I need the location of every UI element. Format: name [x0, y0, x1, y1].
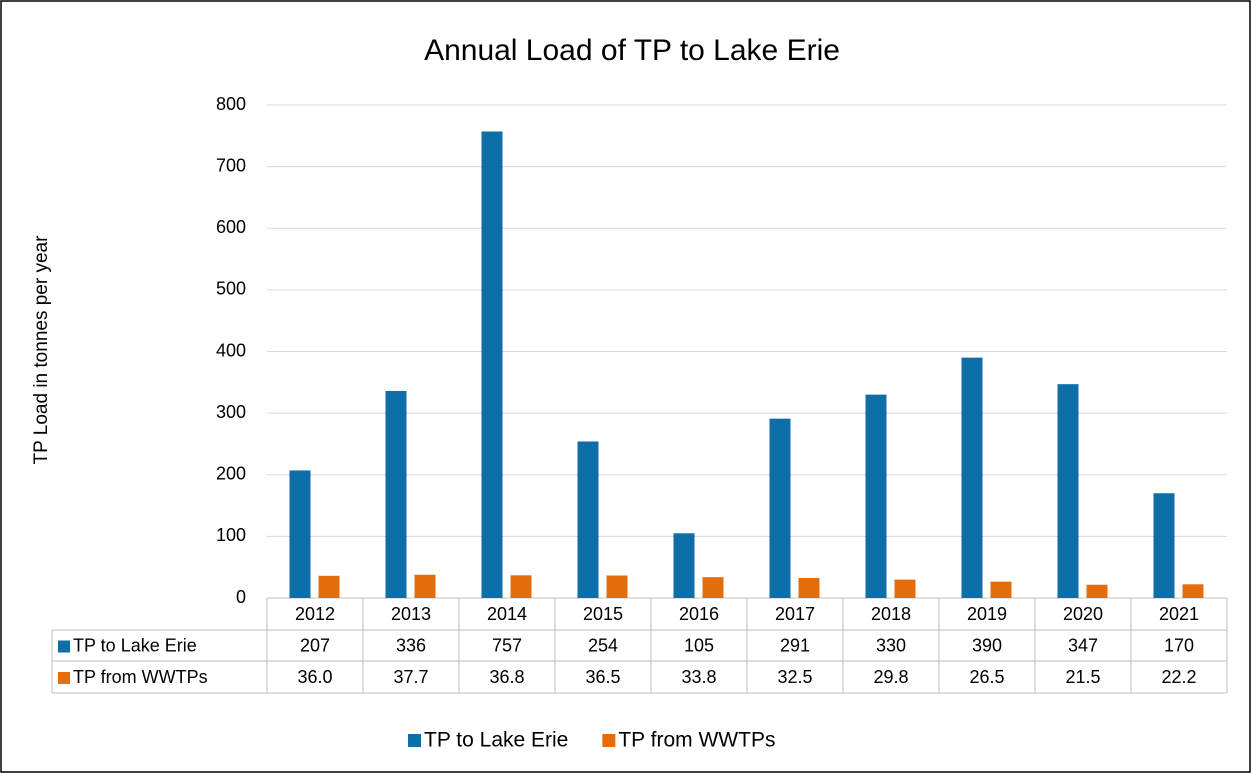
data-label: 22.2 [1161, 667, 1196, 687]
data-label: 390 [972, 635, 1002, 655]
bar [961, 357, 983, 598]
x-tick-label: 2020 [1063, 604, 1103, 624]
data-label: 37.7 [393, 667, 428, 687]
bar [510, 575, 532, 598]
bar [385, 390, 407, 598]
x-tick-label: 2017 [775, 604, 815, 624]
chart-title: Annual Load of TP to Lake Erie [424, 34, 840, 67]
y-tick-label: 0 [236, 587, 246, 607]
x-tick-label: 2015 [583, 604, 623, 624]
bar [894, 579, 916, 598]
bar [1086, 584, 1108, 598]
bar [1182, 584, 1204, 598]
data-label: 105 [684, 635, 714, 655]
data-label: 336 [396, 635, 426, 655]
data-label: 36.0 [297, 667, 332, 687]
bar [1153, 493, 1175, 598]
bar [577, 441, 599, 598]
x-tick-label: 2013 [391, 604, 431, 624]
bar [798, 577, 820, 598]
data-label: 207 [300, 635, 330, 655]
legend-label: TP to Lake Erie [424, 729, 568, 752]
bar [769, 418, 791, 598]
y-tick-label: 500 [216, 279, 246, 299]
data-label: 21.5 [1065, 667, 1100, 687]
bar [990, 581, 1012, 598]
x-tick-label: 2016 [679, 604, 719, 624]
data-label: 291 [780, 635, 810, 655]
data-label: 330 [876, 635, 906, 655]
legend-key [408, 734, 421, 747]
x-tick-label: 2014 [487, 604, 527, 624]
bar [865, 394, 887, 598]
data-label: 347 [1068, 635, 1098, 655]
data-label: 26.5 [969, 667, 1004, 687]
x-tick-label: 2012 [295, 604, 335, 624]
y-tick-label: 700 [216, 155, 246, 175]
bar [673, 533, 695, 598]
bar [481, 131, 503, 598]
y-tick-label: 800 [216, 94, 246, 114]
y-tick-label: 600 [216, 217, 246, 237]
data-label: 36.8 [489, 667, 524, 687]
data-label: 757 [492, 635, 522, 655]
data-label: 33.8 [681, 667, 716, 687]
table-row-header: TP from WWTPs [73, 667, 208, 687]
x-tick-label: 2019 [967, 604, 1007, 624]
data-label: 32.5 [777, 667, 812, 687]
x-tick-label: 2018 [871, 604, 911, 624]
table-legend-key [58, 640, 70, 653]
data-label: 254 [588, 635, 618, 655]
bar [414, 574, 436, 598]
table-row-header: TP to Lake Erie [73, 635, 197, 655]
data-label: 29.8 [873, 667, 908, 687]
y-axis-label: TP Load in tonnes per year [31, 235, 52, 465]
legend-label: TP from WWTPs [618, 729, 775, 752]
bar [702, 577, 724, 598]
y-tick-label: 300 [216, 402, 246, 422]
table-legend-key [58, 672, 70, 684]
y-tick-label: 400 [216, 340, 246, 360]
legend-key [602, 734, 616, 747]
data-label: 36.5 [585, 667, 620, 687]
bar [289, 470, 311, 598]
bar [1057, 384, 1079, 598]
data-label: 170 [1164, 635, 1194, 655]
y-tick-label: 200 [216, 464, 246, 484]
bar [606, 575, 628, 598]
x-tick-label: 2021 [1159, 604, 1199, 624]
bar [318, 575, 340, 598]
y-tick-label: 100 [216, 525, 246, 545]
